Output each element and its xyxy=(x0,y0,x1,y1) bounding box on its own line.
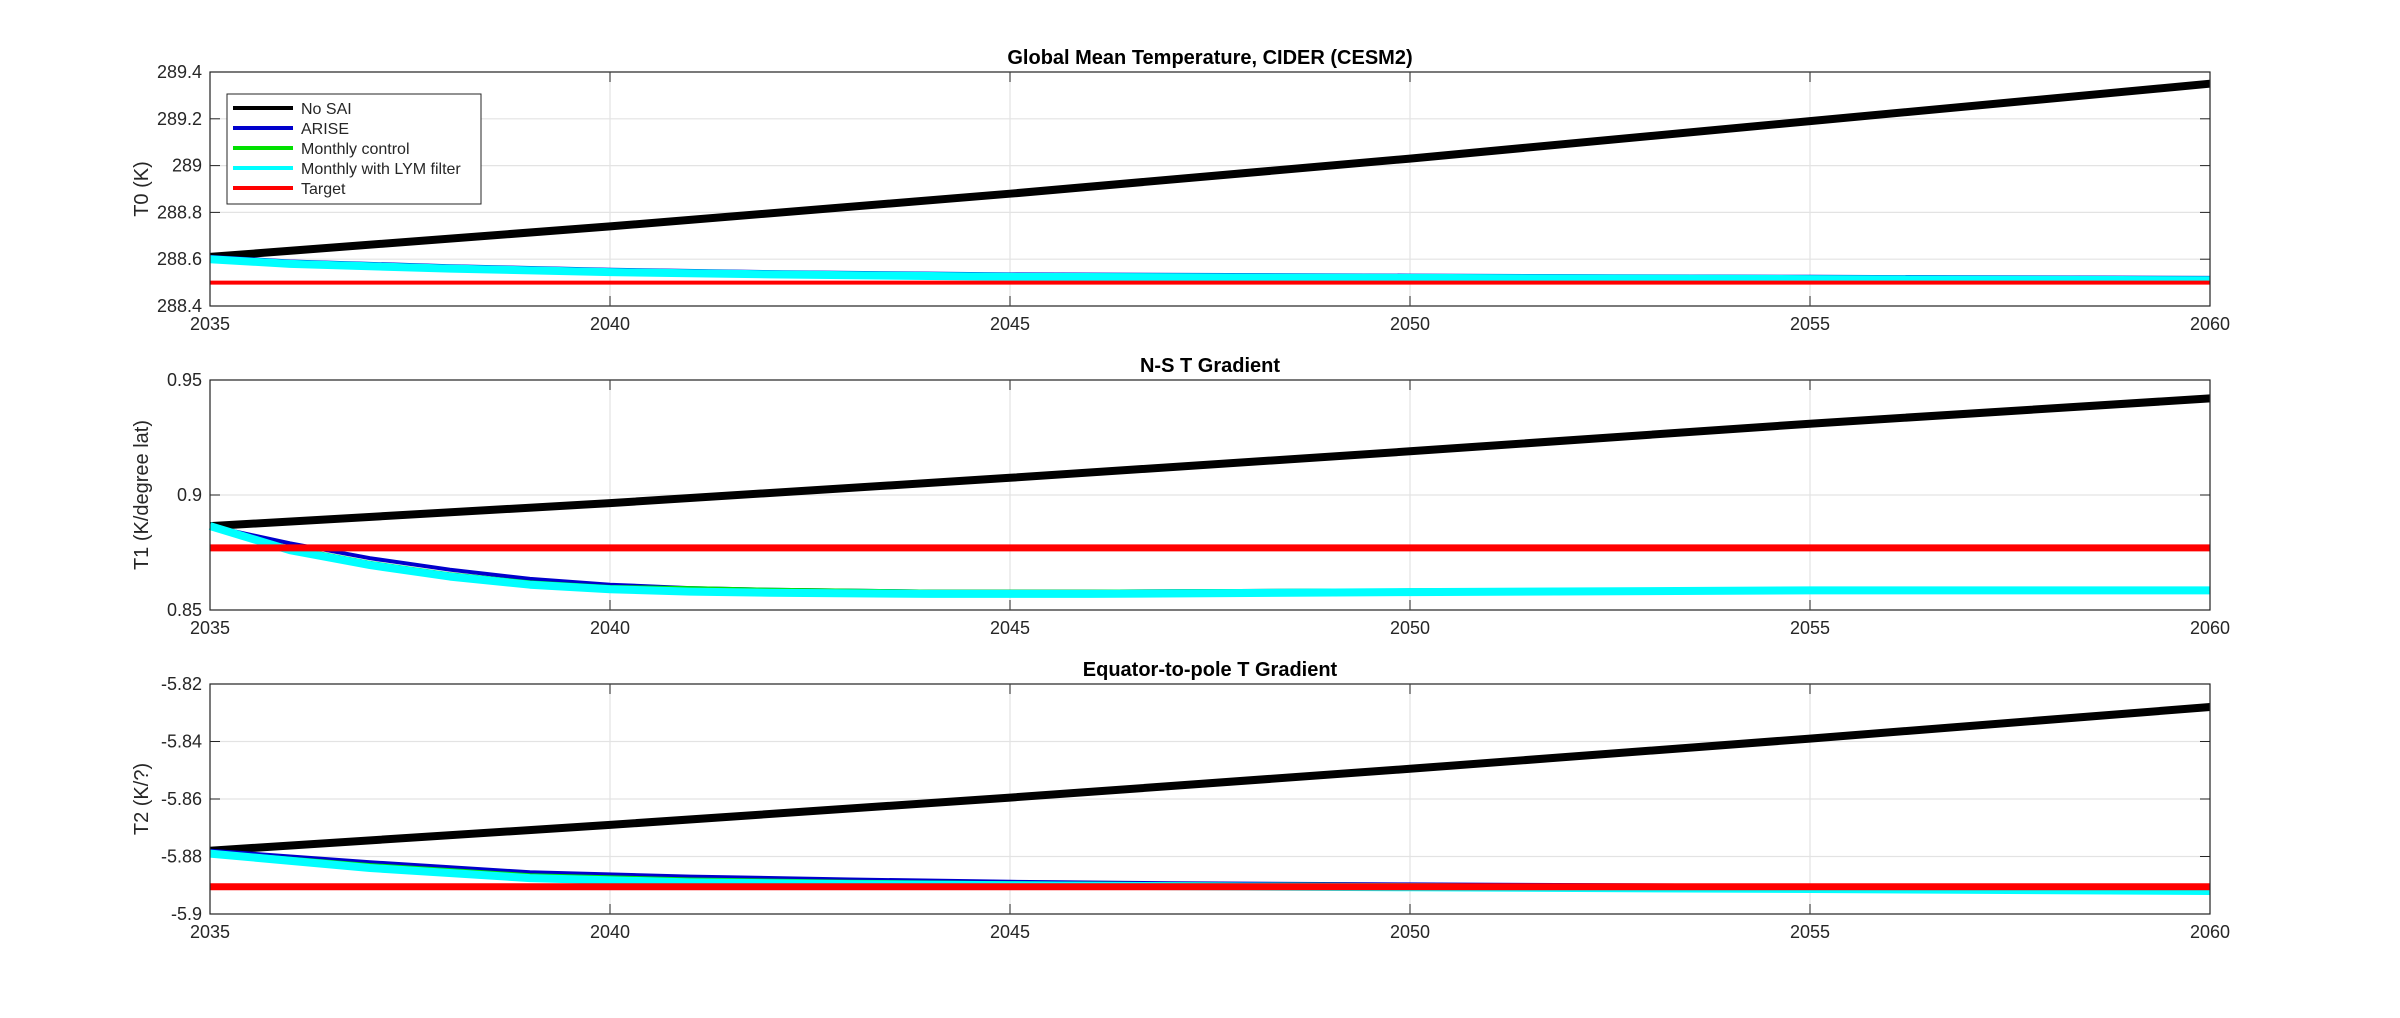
legend-label-no-sai: No SAI xyxy=(301,101,352,118)
series-line-no-sai xyxy=(209,79,2211,261)
chart-panel-3: 2035 2040 2045 2050 2055 2060 -5.9 -5.88 -5.86 -5… xyxy=(131,659,2230,942)
x-tick-label: 2045 xyxy=(990,618,1030,638)
x-tick-label: 2050 xyxy=(1390,922,1430,942)
x-tick-label: 2050 xyxy=(1390,618,1430,638)
y-axis-label: T1 (K/degree lat) xyxy=(131,420,153,570)
y-tick-label: -5.84 xyxy=(161,732,202,752)
x-tick-label: 2060 xyxy=(2190,314,2230,334)
y-tick-label: 288.8 xyxy=(157,202,202,222)
chart-title: Equator-to-pole T Gradient xyxy=(1083,659,1338,681)
x-tick-label: 2040 xyxy=(590,922,630,942)
y-tick-label: -5.82 xyxy=(161,674,202,694)
y-tick-label: -5.88 xyxy=(161,847,202,867)
axes-box xyxy=(209,683,2211,915)
axes-box xyxy=(209,71,2211,307)
y-tick-label: 0.9 xyxy=(177,485,202,505)
x-tick-label: 2060 xyxy=(2190,922,2230,942)
y-tick-label: 288.4 xyxy=(157,296,202,316)
legend: No SAI ARISE Monthly control Monthly with L… xyxy=(226,93,482,205)
chart-panel-1: 2035 2040 2045 2050 2055 2060 288.4 288.6 288.8 2… xyxy=(131,47,2230,334)
x-tick-label: 2055 xyxy=(1790,314,1830,334)
x-tick-label: 2045 xyxy=(990,314,1030,334)
y-tick-label: 289.4 xyxy=(157,62,202,82)
legend-label-target: Target xyxy=(301,181,346,198)
series-line-monthly-with-lym-filter xyxy=(208,522,2210,598)
y-tick-label: 0.85 xyxy=(167,600,202,620)
x-tick-label: 2050 xyxy=(1390,314,1430,334)
y-tick-label: -5.9 xyxy=(171,904,202,924)
x-tick-label: 2035 xyxy=(190,618,230,638)
x-tick-label: 2035 xyxy=(190,314,230,334)
x-tick-label: 2060 xyxy=(2190,618,2230,638)
series-line-no-sai xyxy=(209,394,2211,531)
legend-label-arise: ARISE xyxy=(301,121,349,138)
legend-label-monthly-with-lym-filter: Monthly with LYM filter xyxy=(301,161,461,178)
x-tick-label: 2040 xyxy=(590,314,630,334)
x-tick-label: 2040 xyxy=(590,618,630,638)
chart-panel-2: 2035 2040 2045 2050 2055 2060 0.85 0.9 0.95 N-S T… xyxy=(131,355,2230,638)
y-axis-label: T2 (K/?) xyxy=(131,763,153,835)
y-tick-label: 289 xyxy=(172,156,202,176)
chart-title: N-S T Gradient xyxy=(1140,355,1280,377)
x-tick-label: 2035 xyxy=(190,922,230,942)
chart-title: Global Mean Temperature, CIDER (CESM2) xyxy=(1007,47,1412,69)
y-axis-label: T0 (K) xyxy=(131,161,153,217)
series-line-monthly-with-lym-filter xyxy=(209,255,2211,285)
x-tick-label: 2055 xyxy=(1790,618,1830,638)
series-line-no-sai xyxy=(209,703,2211,855)
y-tick-label: 0.95 xyxy=(167,370,202,390)
y-tick-label: -5.86 xyxy=(161,789,202,809)
y-tick-label: 288.6 xyxy=(157,249,202,269)
legend-label-monthly-control: Monthly control xyxy=(301,141,410,158)
x-tick-label: 2045 xyxy=(990,922,1030,942)
axes-box xyxy=(209,379,2211,611)
y-tick-label: 289.2 xyxy=(157,109,202,129)
x-tick-label: 2055 xyxy=(1790,922,1830,942)
